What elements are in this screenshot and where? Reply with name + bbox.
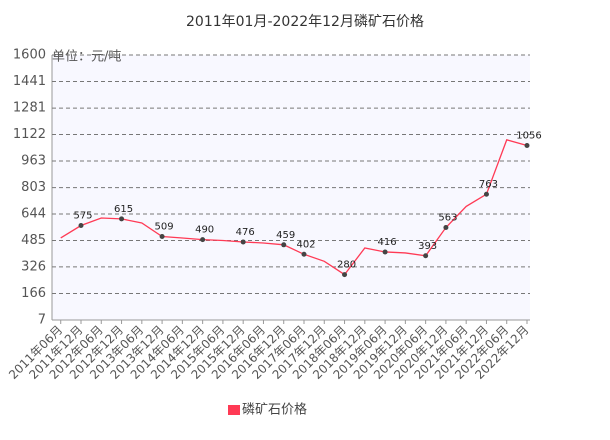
point-marker — [443, 225, 449, 231]
data-label: 509 — [155, 221, 174, 232]
point-marker — [382, 249, 388, 255]
point-marker — [483, 191, 489, 197]
data-label: 459 — [276, 230, 295, 241]
y-tick-label: 7 — [38, 313, 46, 328]
point-marker — [301, 251, 307, 257]
data-label: 575 — [73, 211, 92, 222]
y-tick-label: 1122 — [13, 127, 46, 142]
data-label: 1056 — [516, 130, 541, 141]
data-label: 393 — [418, 241, 437, 252]
chart-title: 2011年01月-2022年12月磷矿石价格 — [186, 14, 424, 30]
legend-label: 磷矿石价格 — [242, 402, 307, 418]
point-marker — [78, 223, 84, 229]
point-marker — [240, 239, 246, 245]
point-marker — [342, 272, 348, 278]
y-tick-label: 644 — [21, 207, 46, 222]
y-tick-label: 485 — [21, 233, 46, 248]
legend-swatch — [228, 405, 240, 415]
y-tick-label: 326 — [21, 259, 46, 274]
data-label: 416 — [378, 237, 397, 248]
y-tick-label: 1281 — [13, 101, 46, 116]
data-label: 280 — [337, 260, 356, 271]
y-axis-label: 单位：元/吨 — [52, 50, 121, 65]
point-marker — [159, 233, 165, 239]
point-marker — [281, 242, 287, 248]
data-label: 402 — [296, 239, 315, 250]
y-tick-label: 1441 — [13, 74, 46, 89]
data-label: 476 — [236, 227, 255, 238]
point-marker — [524, 142, 530, 148]
data-label: 563 — [438, 213, 457, 224]
point-marker — [200, 237, 206, 243]
y-tick-label: 1600 — [13, 48, 46, 63]
y-tick-label: 166 — [21, 286, 46, 301]
point-marker — [423, 253, 429, 259]
y-tick-label: 963 — [21, 153, 46, 168]
point-marker — [119, 216, 125, 222]
data-label: 763 — [479, 179, 498, 190]
data-label: 615 — [114, 204, 133, 215]
line — [60, 139, 528, 276]
data-label: 490 — [195, 225, 214, 236]
y-tick-label: 803 — [21, 180, 46, 195]
